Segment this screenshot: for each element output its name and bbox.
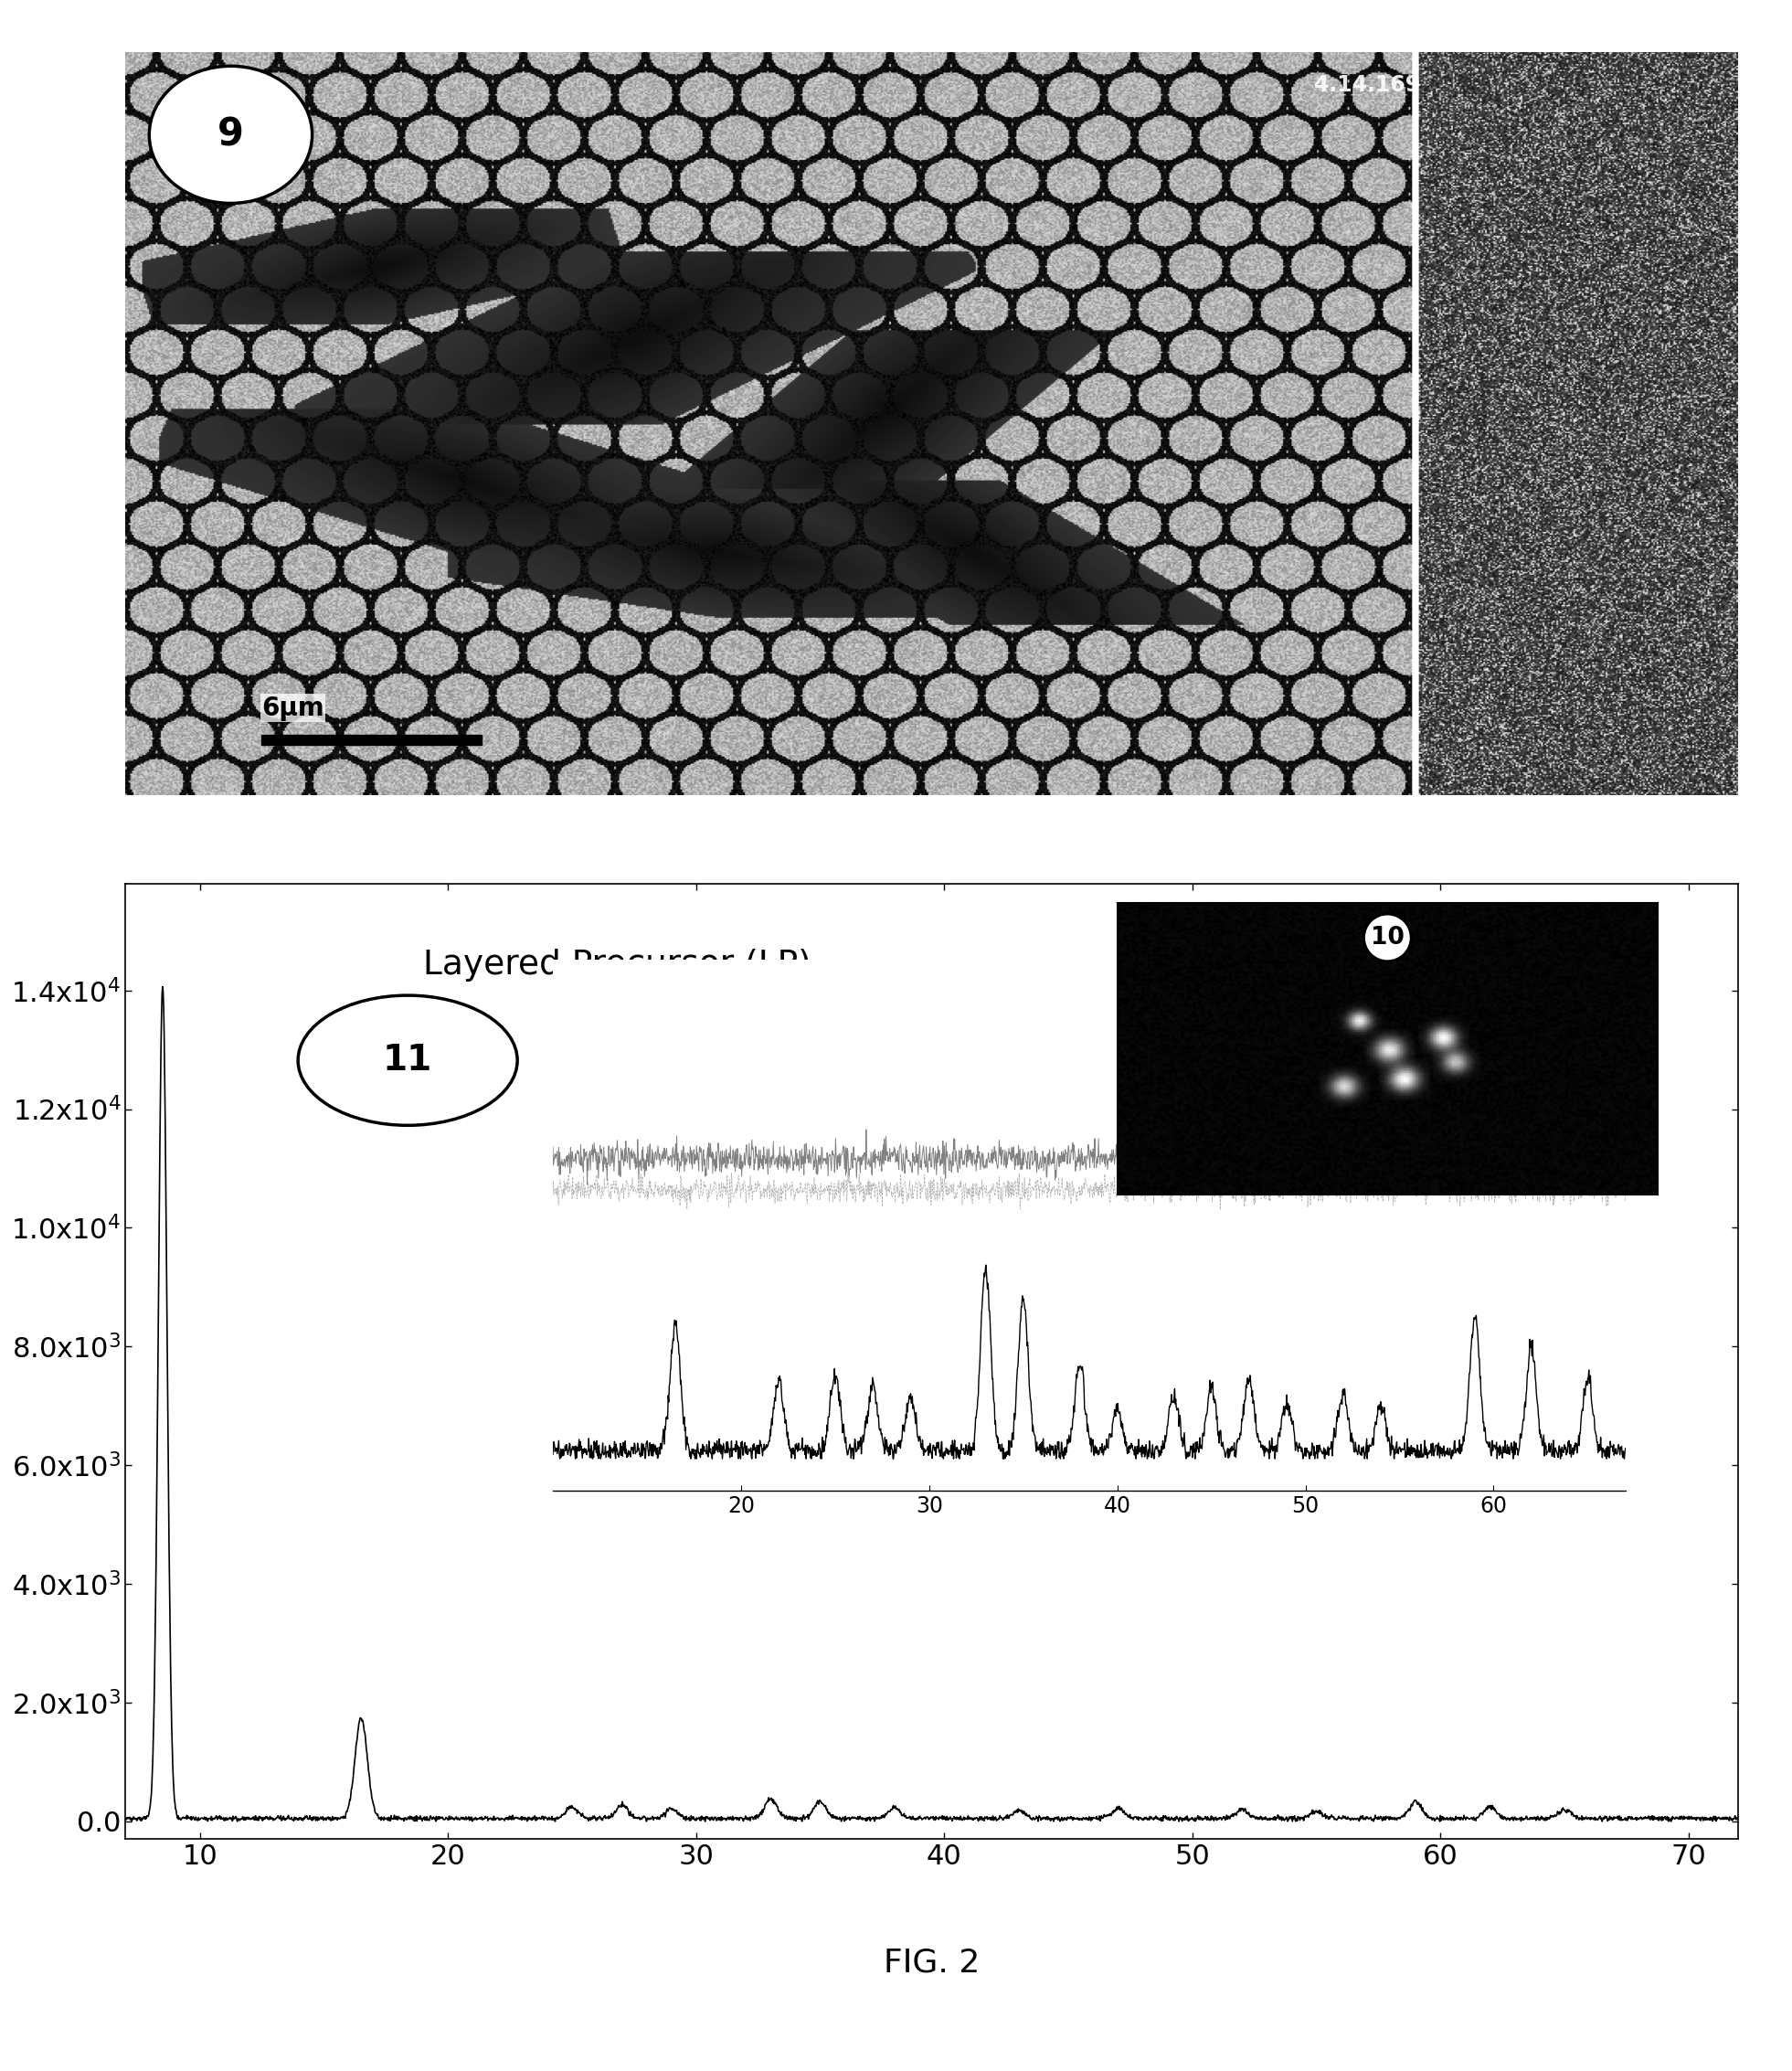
- Text: FIG. 2: FIG. 2: [883, 1947, 980, 1978]
- Circle shape: [149, 66, 312, 203]
- Text: 4.14.169: 4.14.169: [1314, 75, 1419, 97]
- Text: 2$\theta$ > 10$^0$: 2$\theta$ > 10$^0$: [584, 1112, 715, 1143]
- Circle shape: [297, 996, 518, 1125]
- Bar: [262, 735, 482, 746]
- Text: 6μm: 6μm: [262, 696, 324, 721]
- Text: 11: 11: [383, 1044, 432, 1077]
- Text: Layered Precursor (LP): Layered Precursor (LP): [423, 949, 812, 982]
- Text: 9: 9: [217, 116, 244, 153]
